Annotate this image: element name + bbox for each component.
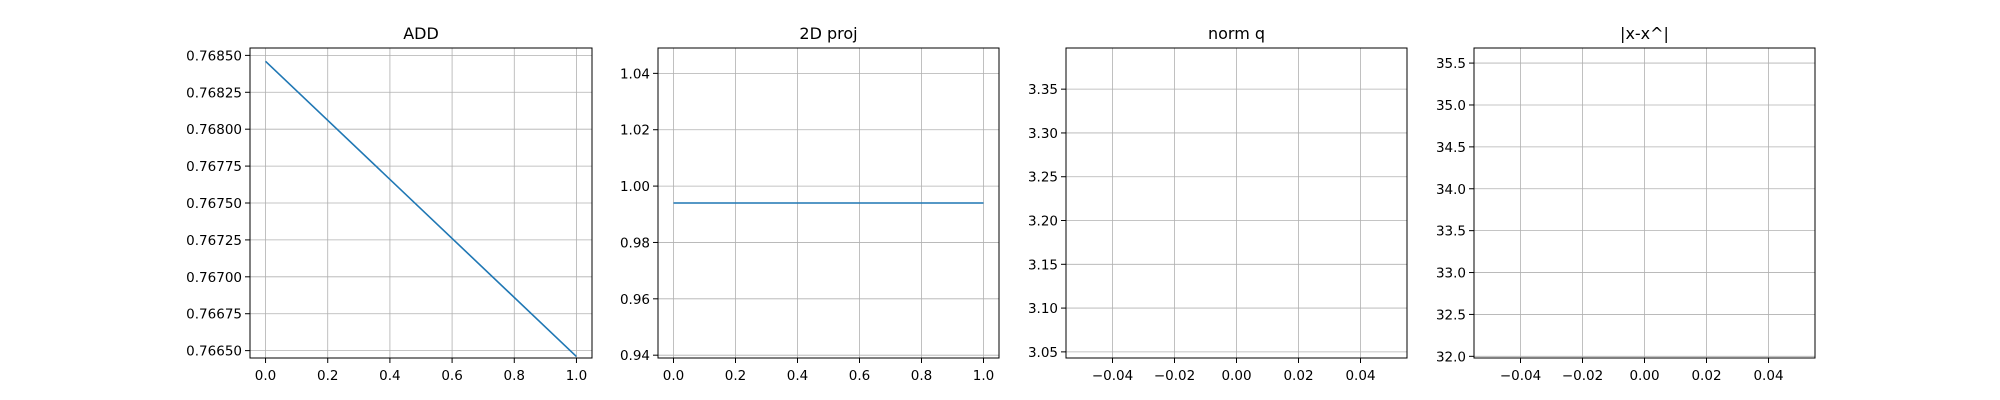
y-tick-label: 1.02	[620, 123, 650, 139]
x-tick-label: 0.00	[1221, 368, 1251, 384]
y-tick-label: 35.0	[1436, 98, 1466, 114]
subplot-title: norm q	[1208, 24, 1265, 43]
y-tick-label: 0.76750	[186, 196, 242, 212]
y-tick-label: 0.76800	[186, 122, 242, 138]
subplot-1: 0.0 0.2 0.4 0.6 0.8 1.0 0.76650 0.76675 0.76700 0…	[186, 24, 593, 384]
x-tick-label: 0.0	[255, 368, 276, 384]
x-tick-label: 0.02	[1691, 368, 1721, 384]
y-tick-label: 3.35	[1028, 82, 1058, 98]
subplot-title: ADD	[403, 24, 439, 43]
x-tick-label: 0.04	[1345, 368, 1375, 384]
x-tick-label: 0.8	[911, 368, 932, 384]
x-tick-label: 0.02	[1283, 368, 1313, 384]
x-tick-label: 1.0	[973, 368, 994, 384]
y-tick-label: 1.04	[620, 66, 650, 82]
series-line-1	[264, 60, 578, 358]
y-tick-label: 32.5	[1436, 307, 1466, 323]
subplot-title: |x-x^|	[1620, 24, 1669, 43]
x-tick-label: −0.02	[1154, 368, 1195, 384]
y-tick-label: 0.96	[620, 292, 650, 308]
y-tick-label: 0.76650	[186, 344, 242, 360]
x-tick-label: −0.04	[1500, 368, 1541, 384]
x-tick-label: −0.04	[1092, 368, 1133, 384]
y-tick-label: 3.10	[1028, 301, 1058, 317]
x-tick-label: 0.4	[787, 368, 808, 384]
axes-frame	[657, 47, 1000, 359]
y-tick-label: 34.0	[1436, 182, 1466, 198]
y-tick-label: 34.5	[1436, 140, 1466, 156]
x-tick-label: 0.6	[441, 368, 462, 384]
x-tick-label: 0.4	[379, 368, 400, 384]
y-tick-label: 0.76850	[186, 48, 242, 64]
subplot-title: 2D proj	[799, 24, 857, 43]
y-tick-label: 3.25	[1028, 170, 1058, 186]
y-tick-label: 0.76825	[186, 85, 242, 101]
y-tick-label: 1.00	[620, 179, 650, 195]
subplot-2: 0.0 0.2 0.4 0.6 0.8 1.0 0.94 0.96 0.98 1.00 1.02 1.…	[620, 24, 1000, 384]
y-tick-label: 32.0	[1436, 349, 1466, 365]
y-tick-label: 0.76675	[186, 307, 242, 323]
x-tick-label: 0.8	[504, 368, 525, 384]
x-tick-label: 0.2	[317, 368, 338, 384]
x-tick-label: 1.0	[566, 368, 587, 384]
subplot-3: −0.04 −0.02 0.00 0.02 0.04 3.05 3.10 3.15 3.20 3.…	[1028, 24, 1408, 384]
y-tick-label: 3.05	[1028, 345, 1058, 361]
x-tick-label: 0.2	[725, 368, 746, 384]
y-tick-label: 0.76725	[186, 233, 242, 249]
y-tick-label: 33.5	[1436, 224, 1466, 240]
y-tick-label: 0.94	[620, 348, 650, 364]
y-tick-label: 0.76700	[186, 270, 242, 286]
y-tick-label: 0.98	[620, 235, 650, 251]
subplot-4: −0.04 −0.02 0.00 0.02 0.04 32.0 32.5 33.0 33.5 34…	[1436, 24, 1816, 384]
y-tick-label: 3.15	[1028, 257, 1058, 273]
y-tick-label: 3.20	[1028, 214, 1058, 230]
x-tick-label: 0.0	[663, 368, 684, 384]
y-tick-label: 33.0	[1436, 266, 1466, 282]
x-tick-label: 0.6	[849, 368, 870, 384]
x-tick-label: −0.02	[1562, 368, 1603, 384]
y-tick-label: 3.30	[1028, 126, 1058, 142]
x-tick-label: 0.00	[1629, 368, 1659, 384]
y-tick-label: 35.5	[1436, 56, 1466, 72]
x-tick-label: 0.04	[1753, 368, 1783, 384]
y-tick-label: 0.76775	[186, 159, 242, 175]
